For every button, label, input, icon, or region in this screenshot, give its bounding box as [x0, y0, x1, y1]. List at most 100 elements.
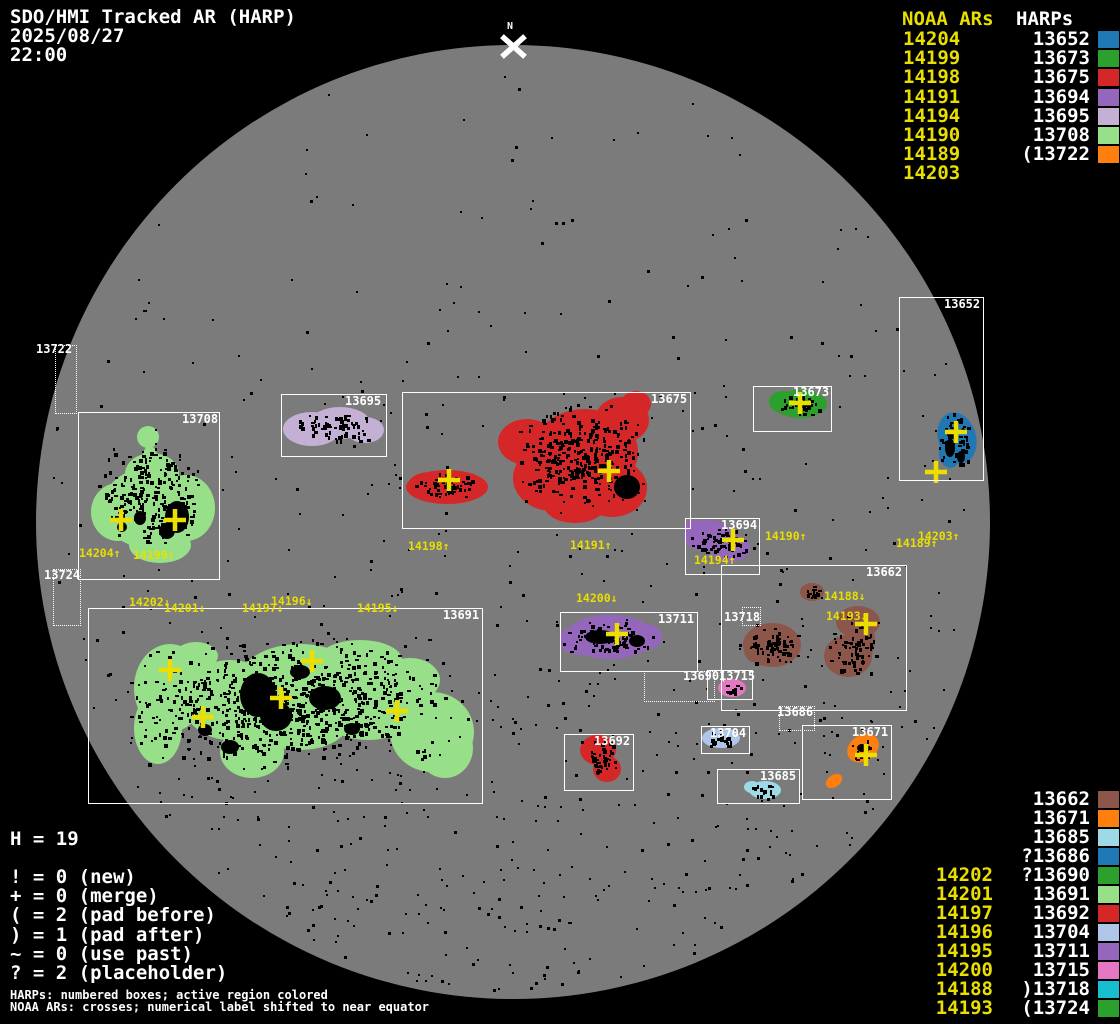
- noaa-ar-number: 14199: [903, 47, 961, 70]
- harp-box-label: 13690(: [683, 669, 727, 683]
- harp-color-swatch: [1098, 924, 1119, 941]
- ar-label: 14203↑: [918, 529, 960, 543]
- harp-number: 13652: [1032, 28, 1090, 50]
- ar-label: 14195↓: [357, 601, 399, 615]
- noaa-cross: [945, 421, 967, 443]
- noaa-column-header: NOAA ARs: [902, 8, 994, 30]
- noaa-cross: [164, 509, 186, 531]
- noaa-ar-number: 14198: [903, 66, 961, 89]
- harp-number: 13694: [1032, 85, 1090, 108]
- ar-label: 14198↑: [408, 539, 450, 553]
- harp-box-13715: [707, 670, 753, 700]
- harp-column-header: HARPs: [1016, 8, 1074, 30]
- harp-box-13686: [779, 706, 815, 731]
- noaa-ar-number: 14203: [903, 162, 961, 185]
- date-label: 2025/08/27: [10, 25, 125, 47]
- harp-box-label: 13673: [793, 385, 830, 399]
- harp-color-swatch: [1098, 886, 1119, 903]
- app-title: SDO/HMI Tracked AR (HARP): [10, 6, 296, 28]
- harp-color-swatch: [1098, 905, 1119, 922]
- ar-label: 14190↑: [765, 529, 807, 543]
- harp-box-13722: [55, 345, 77, 414]
- harp-box-13691: [88, 608, 483, 804]
- noaa-cross: [301, 650, 323, 672]
- harp-number: (13724: [1021, 997, 1090, 1019]
- harp-box-label: 13722: [36, 342, 73, 356]
- north-label: N: [507, 21, 514, 32]
- harp-number: 13675: [1032, 66, 1090, 89]
- noaa-ar-number: 14197: [935, 902, 993, 924]
- ar-label: 14200↓: [576, 591, 618, 605]
- noaa-ar-number: 14193: [935, 997, 993, 1019]
- harp-box-label: 13692: [594, 734, 631, 748]
- noaa-cross: [789, 392, 811, 414]
- harp-color-swatch: [1098, 69, 1119, 87]
- noaa-cross: [438, 469, 460, 491]
- noaa-ar-number: 14191: [903, 85, 961, 108]
- legend-entry: ~ = 0 (use past): [10, 942, 194, 965]
- harp-box-13673: [753, 386, 832, 432]
- harp-box-13675: [402, 392, 691, 529]
- harp-box-13724: [53, 569, 81, 626]
- noaa-cross: [598, 460, 620, 482]
- footnote-harps: HARPs: numbered boxes; active region col…: [10, 988, 328, 1002]
- harp-box-label: 13691: [443, 608, 480, 622]
- harp-box-13671: [802, 725, 892, 800]
- noaa-ar-number: 14189: [903, 143, 961, 166]
- harp-color-swatch: [1098, 810, 1119, 827]
- noaa-ar-number: 14194: [903, 104, 961, 127]
- harp-color-swatch: [1098, 867, 1119, 884]
- noaa-crosses-layer: [110, 392, 967, 766]
- harp-color-swatch: [1098, 146, 1119, 164]
- harp-color-swatch: [1098, 88, 1119, 106]
- magnetogram-specks: [53, 76, 971, 992]
- harp-color-swatch: [1098, 1000, 1119, 1017]
- noaa-ar-number: 14195: [935, 940, 993, 962]
- harp-color-swatch: [1098, 829, 1119, 846]
- harp-number: 13685: [1032, 826, 1090, 848]
- harp-count: H = 19: [10, 828, 79, 850]
- harp-number: 13715: [1032, 959, 1090, 981]
- ar-label: 14202↓: [129, 595, 171, 609]
- harp-box-13652: [899, 297, 984, 481]
- harp-number: 13662: [1032, 788, 1090, 810]
- harp-number: 13671: [1032, 807, 1090, 829]
- harp-box-label: 13718: [724, 610, 761, 624]
- harp-color-swatch: [1098, 962, 1119, 979]
- harp-color-swatch: [1098, 848, 1119, 865]
- noaa-ar-number: 14190: [903, 124, 961, 146]
- harp-number: 13711: [1032, 940, 1090, 962]
- footnote-noaa: NOAA ARs: crosses; numerical label shift…: [10, 1000, 430, 1014]
- ar-label: 14189↑: [896, 536, 938, 550]
- harp-box-13694: [685, 518, 760, 575]
- harp-color-swatch: [1098, 127, 1119, 144]
- harp-color-swatch: [1098, 107, 1119, 125]
- harp-box-label: 13715: [719, 669, 756, 683]
- ar-label: 14196↓: [271, 594, 313, 608]
- noaa-cross: [855, 613, 877, 635]
- noaa-ar-number: 14200: [935, 959, 993, 981]
- harp-box-13708: [78, 412, 220, 580]
- harp-box-label: 13685: [760, 769, 797, 783]
- legend-entry: ( = 2 (pad before): [10, 904, 216, 927]
- harp-box-label: 13694: [721, 518, 758, 532]
- harp-box-label: 13686: [777, 705, 814, 719]
- harp-box-13692: [564, 734, 634, 791]
- noaa-cross: [270, 687, 292, 709]
- harp-box-13711: [560, 612, 698, 672]
- harp-color-swatch: [1098, 981, 1119, 998]
- harp-box-13704: [701, 726, 750, 754]
- ar-label: 14199↑: [133, 548, 175, 562]
- harp-box-13690: [644, 671, 715, 702]
- noaa-ar-number: 14201: [935, 883, 993, 905]
- harp-box-label: 13704: [710, 726, 747, 740]
- harp-number: 13695: [1032, 104, 1090, 127]
- harp-box-label: 13695: [345, 394, 382, 408]
- legend-entry: + = 0 (merge): [10, 885, 159, 908]
- harp-number: (13722: [1021, 143, 1090, 166]
- harp-color-swatch: [1098, 791, 1119, 808]
- harp-number: 13704: [1032, 921, 1090, 943]
- harp-number: 13692: [1032, 902, 1090, 924]
